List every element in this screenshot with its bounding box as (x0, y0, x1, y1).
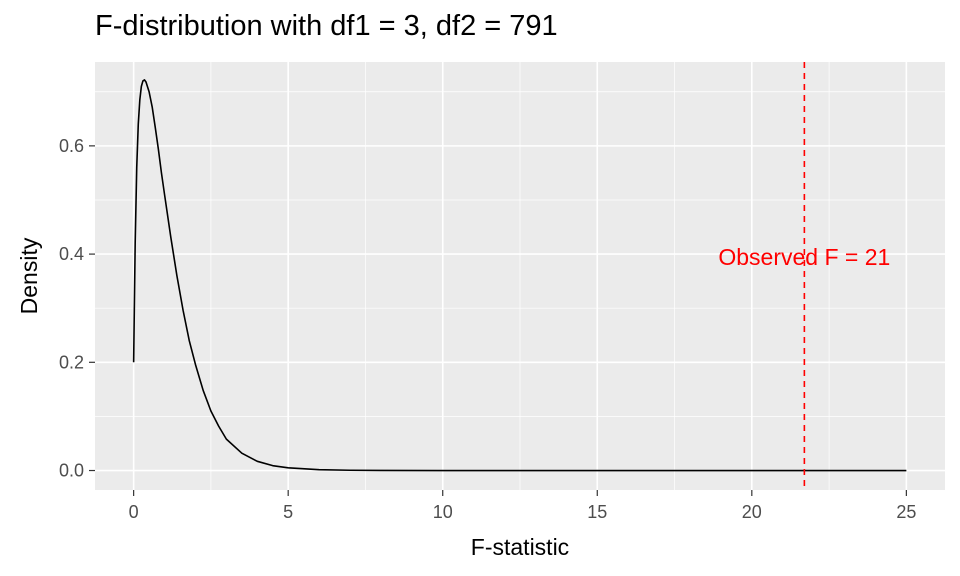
density-curve (132, 79, 907, 472)
x-tick-label: 0 (129, 502, 139, 522)
x-tick-label: 15 (587, 502, 607, 522)
y-tick-label: 0.2 (59, 352, 84, 372)
y-tick-label: 0.0 (59, 461, 84, 481)
x-axis-title: F-statistic (471, 534, 569, 560)
y-tick-label: 0.6 (59, 136, 84, 156)
chart-title: F-distribution with df1 = 3, df2 = 791 (95, 10, 558, 42)
x-tick-label: 5 (283, 502, 293, 522)
x-tick-label: 25 (896, 502, 916, 522)
y-axis-title: Density (16, 237, 42, 314)
x-axis-ticks: 0 5 10 15 20 25 (129, 490, 916, 522)
y-tick-label: 0.4 (59, 244, 84, 264)
grid-minor (95, 62, 945, 490)
observed-f-annotation: Observed F = 21 (718, 244, 890, 270)
x-tick-label: 10 (433, 502, 453, 522)
series-layer (132, 79, 907, 472)
annotation-layer: Observed F = 21 (718, 244, 890, 270)
x-tick-label: 20 (742, 502, 762, 522)
y-axis-ticks: 0.0 0.2 0.4 0.6 (59, 136, 95, 481)
